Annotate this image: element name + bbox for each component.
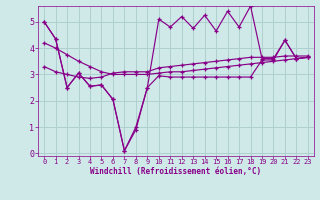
- X-axis label: Windchill (Refroidissement éolien,°C): Windchill (Refroidissement éolien,°C): [91, 167, 261, 176]
